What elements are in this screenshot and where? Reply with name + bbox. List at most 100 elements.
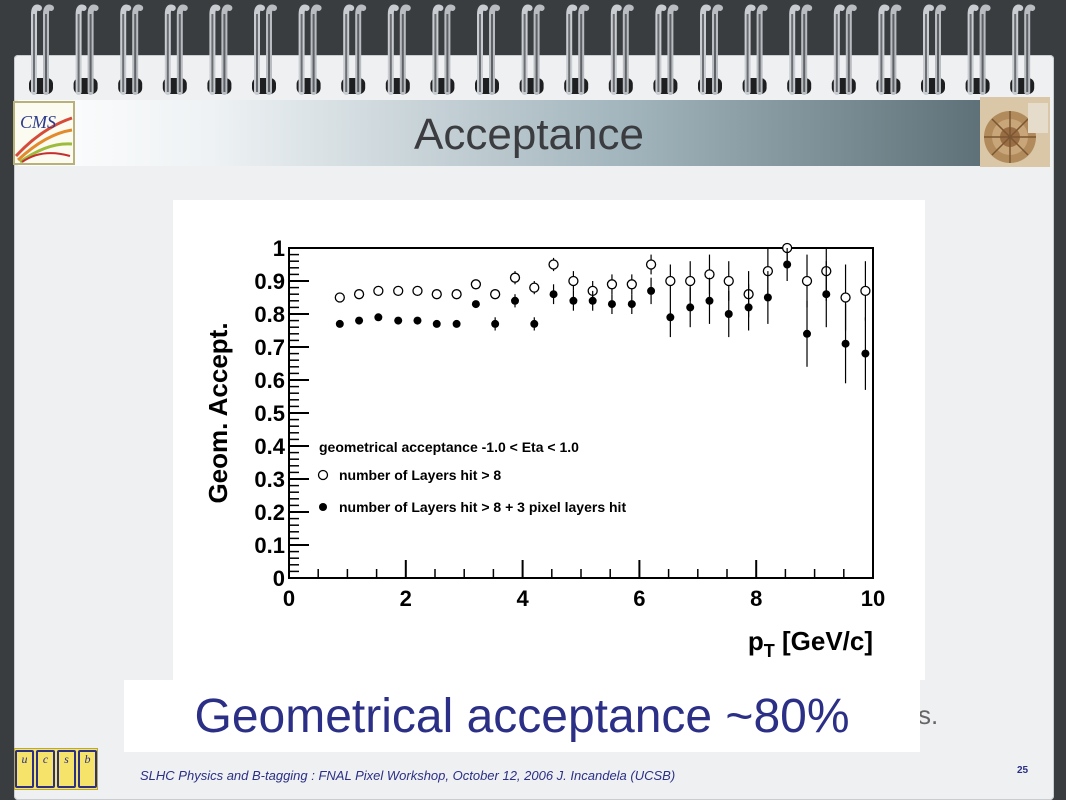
data-point-filled: [666, 313, 675, 322]
data-point-open: [665, 275, 676, 287]
data-point-filled: [374, 313, 383, 322]
y-tick-label: 0: [273, 566, 285, 591]
acceptance-chart: 00.10.20.30.40.50.60.70.80.910 2 4 6 8 10Geom…: [203, 236, 885, 661]
data-point-filled: [335, 319, 344, 328]
data-point-filled: [803, 329, 812, 338]
binding-ring: [162, 4, 188, 95]
binding-ring: [965, 4, 991, 95]
data-point-open: [490, 289, 501, 300]
data-point-filled: [763, 293, 772, 302]
quark-letter: u: [15, 750, 34, 788]
data-point-filled: [744, 303, 753, 312]
binding-ring: [564, 4, 590, 95]
data-point-filled: [822, 290, 831, 299]
legend-marker: [319, 503, 327, 511]
data-point-open: [723, 275, 734, 287]
data-point-filled: [861, 349, 870, 358]
binding-ring: [608, 4, 634, 95]
y-tick-label: 0.8: [254, 302, 285, 327]
quark-letter: c: [36, 750, 55, 788]
binding-ring: [385, 4, 411, 95]
data-point-open: [412, 285, 423, 297]
data-point-open: [509, 272, 521, 283]
data-point-filled: [783, 260, 792, 269]
binding-ring: [921, 4, 946, 95]
data-point-filled: [841, 339, 850, 348]
legend-label: number of Layers hit > 8: [339, 467, 501, 483]
y-tick-label: 0.4: [254, 434, 285, 459]
y-tick-label: 0.7: [254, 335, 285, 360]
data-point-filled: [569, 296, 578, 305]
binding-ring: [341, 4, 367, 95]
x-tick-label: 10: [861, 586, 885, 611]
legend-label: number of Layers hit > 8 + 3 pixel layer…: [339, 499, 626, 515]
data-point-filled: [452, 319, 461, 328]
binding-ring: [207, 4, 233, 95]
data-point-open: [353, 289, 365, 300]
binding-ring: [876, 4, 902, 95]
binding-ring: [73, 4, 99, 95]
data-point-filled: [686, 303, 695, 312]
spiral-binding: [29, 4, 1036, 95]
data-point-open: [704, 269, 715, 280]
x-tick-label: 8: [750, 586, 762, 611]
data-point-open: [626, 279, 637, 290]
data-point-open: [685, 275, 696, 287]
data-point-open: [393, 285, 404, 297]
y-tick-label: 0.9: [254, 269, 285, 294]
data-point-filled: [432, 319, 441, 328]
binding-ring: [831, 4, 857, 95]
data-point-filled: [627, 300, 636, 309]
occluded-text: s.: [918, 700, 939, 730]
data-point-filled: [607, 300, 616, 309]
y-tick-label: 0.2: [254, 500, 285, 525]
data-point-open: [860, 285, 871, 297]
binding-ring: [787, 4, 813, 95]
data-point-open: [529, 282, 540, 293]
callout-box: [124, 680, 920, 752]
plot-frame: [288, 247, 874, 579]
data-point-filled: [530, 319, 539, 328]
legend-title: geometrical acceptance -1.0 < Eta < 1.0: [319, 439, 579, 455]
y-tick-label: 1: [273, 236, 285, 261]
y-tick-label: 0.6: [254, 368, 285, 393]
x-tick-label: 2: [400, 586, 412, 611]
data-point-open: [373, 285, 384, 297]
data-point-filled: [588, 296, 597, 305]
data-point-open: [451, 289, 462, 300]
data-point-filled: [394, 316, 403, 325]
slide-title: Acceptance: [414, 110, 644, 159]
binding-ring: [1010, 4, 1036, 95]
title-banner: [18, 100, 980, 166]
binding-ring: [430, 4, 456, 95]
data-point-filled: [413, 316, 422, 325]
data-point-filled: [549, 290, 558, 299]
cms-logo-text: CMS: [20, 112, 56, 132]
data-point-open: [645, 259, 657, 270]
data-point-filled: [355, 316, 364, 325]
legend-marker: [317, 469, 329, 481]
binding-ring: [742, 4, 768, 95]
footer-text: SLHC Physics and B-tagging : FNAL Pixel …: [140, 768, 676, 783]
data-point-filled: [471, 300, 480, 309]
detector-photo-icon: [980, 97, 1050, 167]
cms-logo-icon: CMS: [13, 101, 75, 165]
data-point-filled: [724, 310, 733, 318]
callout-text: Geometrical acceptance ~80%: [194, 690, 850, 743]
x-tick-label: 6: [633, 586, 645, 611]
data-point-open: [470, 279, 482, 290]
binding-ring: [118, 4, 144, 95]
y-axis-label: Geom. Accept.: [203, 322, 233, 503]
binding-ring: [653, 4, 679, 95]
binding-ring: [29, 4, 54, 95]
quark-letter: b: [78, 750, 97, 788]
data-point-filled: [647, 286, 656, 295]
y-tick-label: 0.5: [254, 401, 285, 426]
x-tick-label: 0: [283, 586, 295, 611]
data-point-open: [548, 259, 559, 270]
data-point-open: [606, 279, 618, 290]
data-point-open: [801, 275, 813, 287]
y-tick-label: 0.1: [254, 533, 285, 558]
data-point-open: [840, 292, 851, 303]
ucsb-quark-logo-icon: u c s b: [14, 748, 98, 790]
